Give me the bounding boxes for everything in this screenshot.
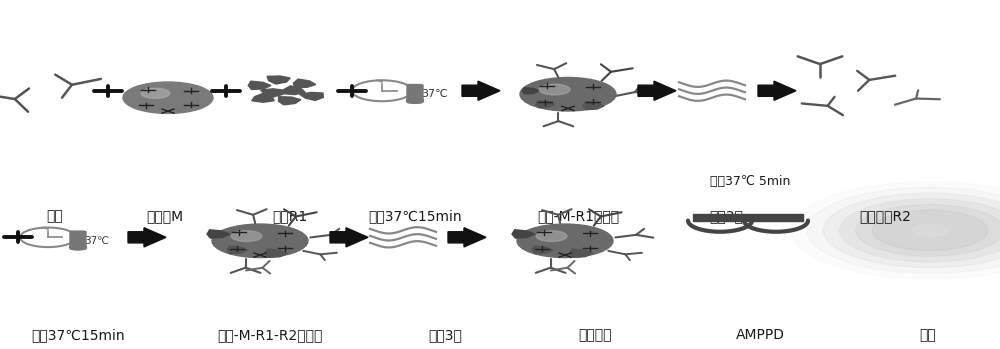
FancyArrow shape — [758, 81, 796, 101]
FancyArrow shape — [128, 228, 166, 247]
Text: 磁微粒M: 磁微粒M — [146, 209, 184, 223]
Circle shape — [840, 199, 1000, 262]
FancyBboxPatch shape — [407, 84, 423, 103]
Polygon shape — [252, 94, 274, 102]
Circle shape — [517, 224, 613, 258]
Text: 酶结合物R2: 酶结合物R2 — [859, 209, 911, 223]
Circle shape — [212, 224, 308, 258]
Polygon shape — [300, 92, 323, 101]
Text: 混匀37℃ 5min: 混匀37℃ 5min — [710, 175, 790, 188]
FancyBboxPatch shape — [70, 231, 86, 250]
FancyArrow shape — [330, 228, 368, 247]
Circle shape — [807, 187, 1000, 273]
Circle shape — [406, 97, 424, 103]
Polygon shape — [293, 79, 316, 87]
Text: 样本: 样本 — [47, 209, 63, 223]
Circle shape — [856, 205, 1000, 256]
Text: 样本-M-R1-R2复合物: 样本-M-R1-R2复合物 — [217, 328, 323, 342]
Polygon shape — [283, 86, 305, 95]
Text: 混匀37℃15min: 混匀37℃15min — [31, 328, 125, 342]
Text: 洗涤3次: 洗涤3次 — [428, 328, 462, 342]
Polygon shape — [536, 101, 555, 107]
Polygon shape — [278, 97, 301, 105]
Text: 混匀37℃15min: 混匀37℃15min — [368, 209, 462, 223]
Text: 抗原R1: 抗原R1 — [272, 209, 308, 223]
FancyArrow shape — [448, 228, 486, 247]
Polygon shape — [583, 102, 604, 110]
Polygon shape — [570, 249, 592, 257]
Polygon shape — [267, 76, 290, 84]
Circle shape — [913, 224, 947, 236]
FancyArrow shape — [638, 81, 676, 101]
Text: 加入底物: 加入底物 — [578, 328, 612, 342]
Polygon shape — [261, 89, 284, 97]
Polygon shape — [248, 81, 271, 89]
Text: 37℃: 37℃ — [422, 89, 448, 99]
Polygon shape — [512, 230, 535, 238]
FancyArrow shape — [462, 81, 500, 101]
Circle shape — [520, 77, 616, 111]
FancyBboxPatch shape — [693, 214, 803, 221]
Text: AMPPD: AMPPD — [736, 328, 784, 342]
Text: 样本-M-R1复合物: 样本-M-R1复合物 — [537, 209, 619, 223]
Circle shape — [823, 193, 1000, 268]
Polygon shape — [227, 246, 248, 254]
Circle shape — [872, 210, 988, 251]
Circle shape — [536, 231, 567, 242]
Circle shape — [539, 84, 570, 95]
Text: 发光: 发光 — [920, 328, 936, 342]
Text: 洗涤3次: 洗涤3次 — [709, 209, 743, 223]
Circle shape — [141, 88, 170, 98]
Text: 37℃: 37℃ — [85, 236, 109, 246]
Circle shape — [123, 82, 213, 113]
Circle shape — [231, 231, 262, 242]
Circle shape — [70, 244, 87, 250]
Polygon shape — [522, 88, 540, 94]
Polygon shape — [532, 246, 553, 254]
Polygon shape — [265, 249, 287, 257]
Polygon shape — [207, 230, 230, 238]
